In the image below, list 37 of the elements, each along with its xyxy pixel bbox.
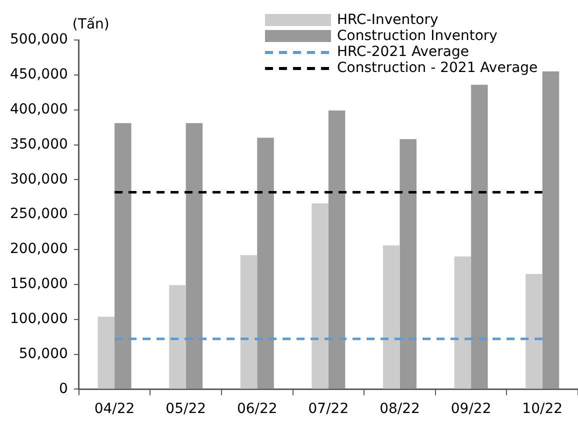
y-tick-label: 300,000 [10,171,68,188]
bar [257,138,274,389]
legend-label: HRC-Inventory [337,12,438,28]
x-tick-label: 10/22 [522,401,563,418]
x-tick-label: 05/22 [166,401,206,418]
bar [382,245,400,389]
y-tick-label: 150,000 [10,276,68,292]
x-tick-label: 08/22 [380,401,420,418]
x-tick-label: 04/22 [94,401,135,418]
bar [400,139,417,389]
y-tick-label: 250,000 [10,206,68,222]
bar [98,316,115,389]
bar [526,274,542,389]
bar [454,256,472,389]
y-tick-label: 500,000 [10,32,68,48]
bar [186,123,203,389]
y-tick-label: 350,000 [10,136,68,152]
y-tick-label: 0 [58,380,68,397]
y-tick-label: 200,000 [10,241,68,258]
y-axis-title: (Tấn) [72,16,110,33]
x-tick-label: 09/22 [450,401,492,418]
bar [240,255,258,389]
x-tick-label: 07/22 [308,401,349,418]
y-tick-label: 450,000 [10,66,68,83]
legend-label: Construction Inventory [337,28,498,44]
bar [542,71,560,389]
bar [114,123,132,389]
bar [169,285,186,389]
x-tick-label: 06/22 [236,401,278,418]
y-tick-label: 50,000 [18,346,68,362]
y-tick-label: 400,000 [10,101,68,118]
legend-label: HRC-2021 Average [337,44,469,60]
bar [471,84,488,389]
y-tick-label: 100,000 [10,311,68,327]
bar [328,110,346,389]
legend-label: Construction - 2021 Average [337,60,538,76]
bar [312,203,328,389]
